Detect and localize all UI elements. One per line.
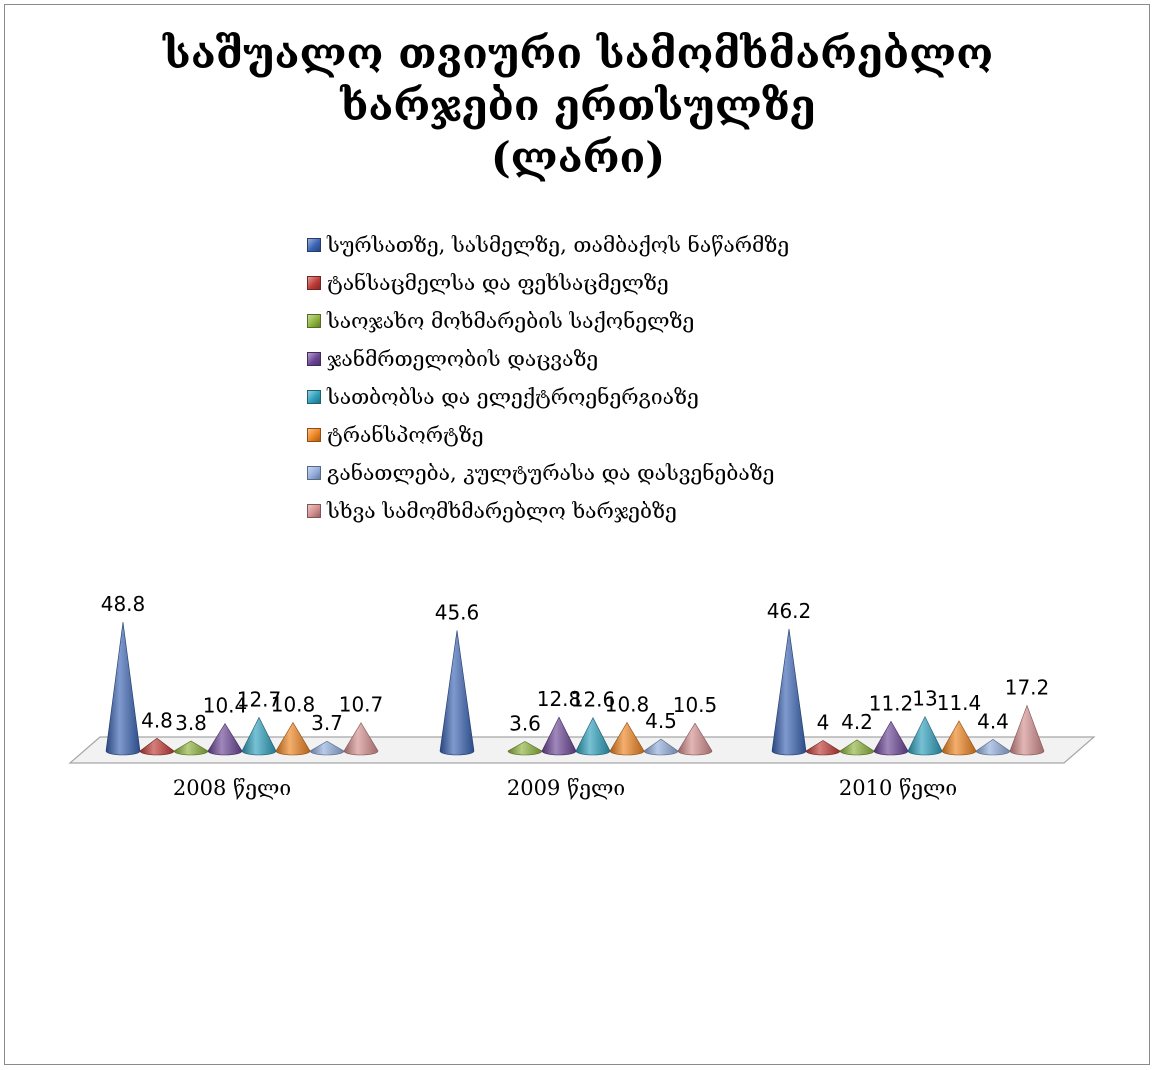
chart-marks bbox=[105, 621, 1045, 756]
legend-label: ტრანსპორტზე bbox=[327, 423, 484, 447]
cone-mark bbox=[771, 628, 807, 756]
legend-item: ტანსაცმელსა და ფეხსაცმელზე bbox=[307, 264, 789, 302]
legend-label: ტანსაცმელსა და ფეხსაცმელზე bbox=[327, 271, 669, 295]
legend-label: სურსათზე, სასმელზე, თამბაქოს ნაწარმზე bbox=[327, 233, 790, 257]
data-label: 12.6 bbox=[571, 688, 616, 712]
cone-mark bbox=[541, 716, 577, 756]
cone-mark bbox=[105, 621, 141, 756]
cone-mark bbox=[241, 716, 277, 756]
legend-swatch bbox=[307, 466, 321, 480]
x-tick-label: 2008 წელი bbox=[173, 776, 291, 800]
data-label: 11.4 bbox=[937, 691, 982, 715]
data-label: 4.8 bbox=[141, 708, 173, 732]
data-label: 10.5 bbox=[673, 693, 718, 717]
data-label: 12.7 bbox=[237, 687, 282, 711]
cone-mark bbox=[343, 722, 379, 756]
legend-item: საოჯახო მოხმარების საქონელზე bbox=[307, 302, 789, 340]
legend-swatch bbox=[307, 504, 321, 518]
data-label: 12.8 bbox=[537, 687, 582, 711]
data-label: 4 bbox=[817, 710, 830, 734]
data-label: 10.8 bbox=[271, 692, 316, 716]
data-label: 10.8 bbox=[605, 692, 650, 716]
legend-item: სათბობსა და ელექტროენერგიაზე bbox=[307, 378, 789, 416]
data-label: 4.2 bbox=[841, 710, 873, 734]
data-label: 10.7 bbox=[339, 693, 384, 717]
cone-mark bbox=[575, 717, 611, 756]
legend-swatch bbox=[307, 352, 321, 366]
data-label: 45.6 bbox=[435, 600, 480, 624]
x-tick-label: 2009 წელი bbox=[507, 776, 625, 800]
chart-title-line-3: (ლარი) bbox=[490, 133, 666, 182]
data-label: 17.2 bbox=[1005, 676, 1050, 700]
legend-label: ჯანმრთელობის დაცვაზე bbox=[327, 347, 599, 371]
cone-mark bbox=[439, 630, 475, 756]
cone-mark bbox=[907, 715, 943, 756]
legend-item: განათლება, კულტურასა და დასვენებაზე bbox=[307, 454, 789, 492]
legend-item: სურსათზე, სასმელზე, თამბაქოს ნაწარმზე bbox=[307, 226, 789, 264]
chart-legend: სურსათზე, სასმელზე, თამბაქოს ნაწარმზე ტა… bbox=[307, 226, 789, 530]
legend-swatch bbox=[307, 276, 321, 290]
data-label: 46.2 bbox=[767, 599, 812, 623]
cone-mark bbox=[1009, 704, 1045, 756]
data-label: 10.4 bbox=[203, 694, 248, 718]
data-label: 3.8 bbox=[175, 711, 207, 735]
legend-label: სათბობსა და ელექტროენერგიაზე bbox=[327, 385, 699, 409]
legend-item: ტრანსპორტზე bbox=[307, 416, 789, 454]
data-label: 13 bbox=[912, 687, 937, 711]
x-tick-label: 2010 წელი bbox=[839, 776, 957, 800]
legend-swatch bbox=[307, 428, 321, 442]
legend-label: განათლება, კულტურასა და დასვენებაზე bbox=[327, 461, 775, 485]
chart-title: საშუალო თვიური სამომხმარებლო ხარჯები ერთ… bbox=[0, 28, 1156, 184]
legend-swatch bbox=[307, 238, 321, 252]
chart-title-line-2: ხარჯები ერთსულზე bbox=[340, 81, 816, 130]
data-label: 4.4 bbox=[977, 709, 1009, 733]
data-label: 3.7 bbox=[311, 711, 343, 735]
legend-label: სხვა სამომხმარებლო ხარჯებზე bbox=[327, 499, 677, 523]
legend-label: საოჯახო მოხმარების საქონელზე bbox=[327, 309, 695, 333]
legend-swatch bbox=[307, 390, 321, 404]
legend-item: ჯანმრთელობის დაცვაზე bbox=[307, 340, 789, 378]
chart-frame bbox=[4, 4, 1150, 1065]
chart-title-line-1: საშუალო თვიური სამომხმარებლო bbox=[162, 29, 994, 78]
data-label: 3.6 bbox=[509, 711, 541, 735]
data-label: 11.2 bbox=[869, 691, 914, 715]
data-label: 48.8 bbox=[101, 592, 146, 616]
legend-swatch bbox=[307, 314, 321, 328]
legend-item: სხვა სამომხმარებლო ხარჯებზე bbox=[307, 492, 789, 530]
data-label: 4.5 bbox=[645, 709, 677, 733]
cone-mark bbox=[677, 722, 713, 756]
